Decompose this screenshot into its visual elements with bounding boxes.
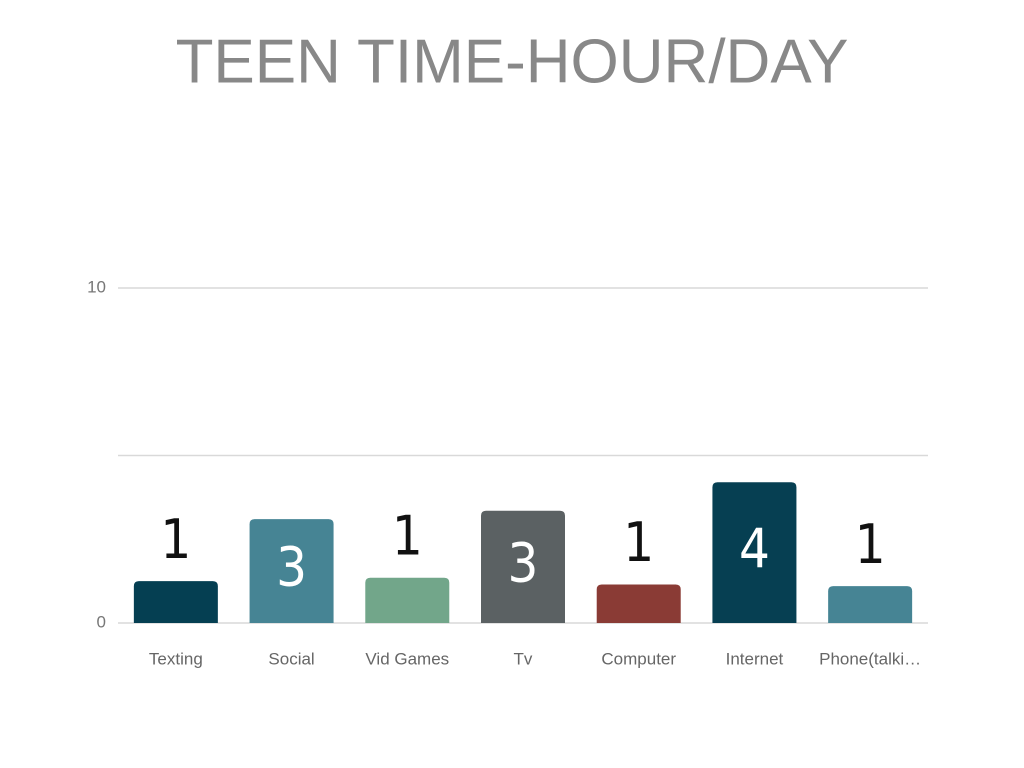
x-tick-label: Texting (149, 649, 203, 668)
value-label: 3 (276, 536, 307, 599)
value-label: 1 (855, 513, 886, 576)
value-label: 3 (508, 532, 539, 595)
x-tick-label: Vid Games (365, 649, 449, 668)
value-label: 1 (392, 504, 423, 567)
y-tick-label: 0 (97, 612, 106, 631)
bar (481, 510, 565, 623)
y-tick-label: 10 (87, 277, 106, 296)
value-label: 1 (623, 511, 654, 574)
value-label: 1 (160, 508, 191, 571)
x-tick-label: Phone(talki… (819, 649, 921, 668)
x-tick-label: Internet (726, 649, 784, 668)
bar (249, 519, 334, 623)
x-tick-label: Computer (601, 649, 676, 668)
bar (133, 581, 218, 623)
value-label: 4 (739, 517, 770, 580)
bar (828, 586, 913, 623)
x-tick-label: Tv (514, 649, 533, 668)
bar (712, 482, 797, 623)
x-tick-label: Social (268, 649, 314, 668)
bar (596, 584, 681, 623)
bar (365, 577, 450, 623)
chart-title: TEEN TIME-HOUR/DAY (176, 27, 849, 96)
